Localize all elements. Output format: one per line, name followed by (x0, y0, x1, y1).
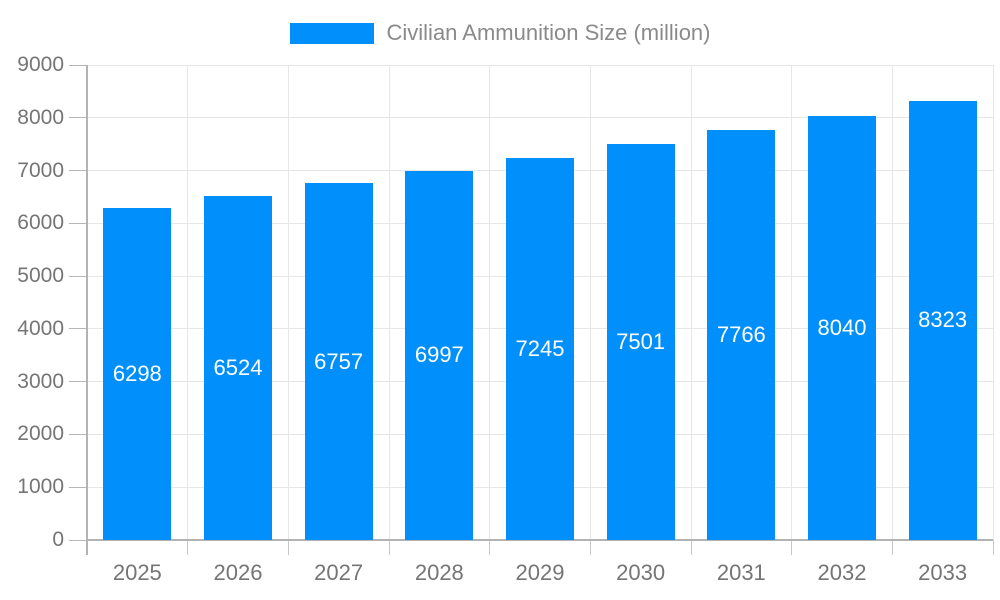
bar-2029[interactable] (506, 157, 574, 540)
x-axis-label: 2026 (213, 560, 263, 585)
v-gridline (489, 65, 491, 540)
v-gridline (891, 65, 893, 540)
bar-2030[interactable] (606, 144, 675, 540)
x-axis-tick (187, 540, 189, 555)
legend-item[interactable]: Civilian Ammunition Size (million) (0, 18, 1000, 48)
x-axis-tick (992, 540, 994, 555)
y-axis-label: 4000 (17, 316, 64, 340)
bar-2032[interactable] (808, 115, 876, 540)
h-gridline (87, 117, 993, 119)
x-axis-tick (690, 540, 692, 555)
bar-2028[interactable] (405, 170, 474, 540)
x-axis-label: 2029 (515, 560, 565, 585)
bar-2033[interactable] (908, 100, 977, 540)
y-axis-tick (69, 64, 87, 66)
x-axis-tick (287, 540, 289, 555)
v-gridline (992, 65, 994, 540)
y-axis-tick (69, 117, 87, 119)
v-gridline (187, 65, 189, 540)
y-axis-line (86, 65, 88, 555)
legend-label: Civilian Ammunition Size (million) (386, 20, 711, 45)
y-axis-tick (69, 539, 87, 541)
x-axis-label: 2028 (414, 560, 464, 585)
y-axis-tick (69, 433, 87, 435)
bar-2031[interactable] (707, 130, 776, 540)
y-axis-label: 7000 (17, 158, 64, 182)
x-axis-label: 2031 (716, 560, 766, 585)
y-axis-label: 6000 (17, 211, 64, 235)
y-axis-tick (69, 275, 87, 277)
h-gridline (87, 64, 993, 66)
x-axis-label: 2027 (314, 560, 364, 585)
v-gridline (388, 65, 390, 540)
bar-2027[interactable] (304, 183, 373, 540)
bar-2026[interactable] (204, 195, 272, 540)
y-axis-label: 2000 (17, 422, 64, 446)
y-axis-tick (69, 381, 87, 383)
legend-swatch-icon (289, 22, 374, 44)
x-axis-tick (891, 540, 893, 555)
y-axis-label: 5000 (17, 264, 64, 288)
y-axis-tick (69, 170, 87, 172)
bar-2025[interactable] (103, 207, 172, 540)
y-axis-label: 9000 (17, 53, 64, 76)
y-axis-tick (69, 222, 87, 224)
x-axis-tick (791, 540, 793, 555)
y-axis-label: 3000 (17, 369, 64, 393)
v-gridline (690, 65, 692, 540)
x-axis-label: 2032 (817, 560, 867, 585)
y-axis-label: 1000 (17, 475, 64, 499)
v-gridline (287, 65, 289, 540)
v-gridline (791, 65, 793, 540)
x-axis-label: 2025 (112, 560, 162, 585)
x-axis-line (87, 539, 993, 541)
y-axis-label: 8000 (17, 105, 64, 129)
x-axis-tick (589, 540, 591, 555)
y-axis-tick (69, 486, 87, 488)
v-gridline (589, 65, 591, 540)
x-axis-label: 2030 (616, 560, 666, 585)
y-axis-tick (69, 328, 87, 330)
x-axis-tick (388, 540, 390, 555)
y-axis-label: 0 (52, 528, 64, 551)
x-axis-tick (489, 540, 491, 555)
x-axis-label: 2033 (918, 560, 968, 585)
